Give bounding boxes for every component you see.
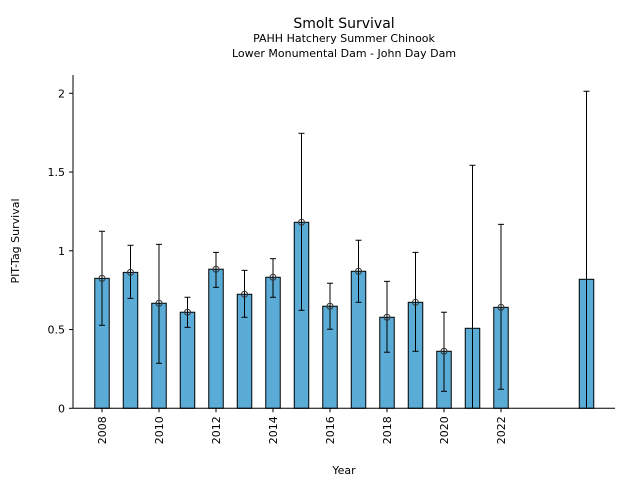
x-tick-label: 2008: [96, 416, 109, 444]
estimate-marker-2020: [440, 347, 448, 355]
bar-group-2011: [179, 296, 196, 409]
estimate-marker-2017: [355, 267, 362, 275]
estimate-marker-2022: [497, 303, 505, 311]
bar-group-2019: [407, 251, 424, 409]
estimate-marker-2014: [269, 273, 277, 281]
estimate-marker-2011: [184, 308, 191, 316]
y-tick-label: 2: [58, 87, 65, 100]
bar-2012: [208, 268, 224, 409]
bar-group-2009: [122, 244, 139, 409]
estimate-marker-2013: [241, 290, 248, 298]
estimate-marker-2015: [298, 218, 305, 226]
bar-group-2022: [493, 223, 509, 409]
bar-group-2010: [151, 243, 167, 409]
chart-title: Smolt Survival: [293, 16, 394, 32]
y-tick-label: 1.5: [48, 166, 66, 179]
bar-group-2021: [464, 164, 481, 409]
y-tick-label: 0.5: [48, 324, 66, 337]
bar-group-2012: [208, 251, 224, 409]
bar-group-2016: [322, 282, 338, 409]
estimate-marker-2016: [326, 302, 334, 310]
x-tick-label: 2010: [153, 416, 166, 444]
x-tick-label: 2012: [210, 416, 223, 444]
bar-group-2020: [436, 311, 452, 409]
estimate-marker-2019: [412, 298, 419, 306]
estimate-marker-2009: [127, 268, 134, 276]
y-axis-label: PIT-Tag Survival: [9, 198, 22, 283]
x-tick-label: 2016: [324, 416, 337, 444]
x-tick-label: 2018: [381, 416, 394, 444]
bar-group-2014: [265, 258, 281, 409]
y-tick-label: 1: [58, 245, 65, 258]
x-tick-label: 2020: [438, 416, 451, 444]
estimate-marker-2012: [212, 265, 220, 273]
x-tick-label: 2022: [495, 416, 508, 444]
bar-group-2017: [350, 239, 367, 409]
chart-subtitle-2: Lower Monumental Dam - John Day Dam: [232, 47, 456, 60]
estimate-marker-2010: [155, 299, 163, 307]
bar-group-2018: [379, 280, 395, 409]
estimate-marker-2008: [98, 274, 106, 282]
chart-subtitle-1: PAHH Hatchery Summer Chinook: [253, 32, 435, 45]
y-tick-label: 0: [58, 402, 65, 415]
bar-group-2008: [94, 230, 110, 409]
x-tick-label: 2014: [267, 416, 280, 444]
bar-group-2013: [236, 269, 253, 409]
bar-group-2015: [293, 132, 310, 409]
x-axis-label: Year: [331, 464, 356, 477]
estimate-marker-2018: [383, 313, 391, 321]
bar-group-2025: [578, 90, 595, 409]
